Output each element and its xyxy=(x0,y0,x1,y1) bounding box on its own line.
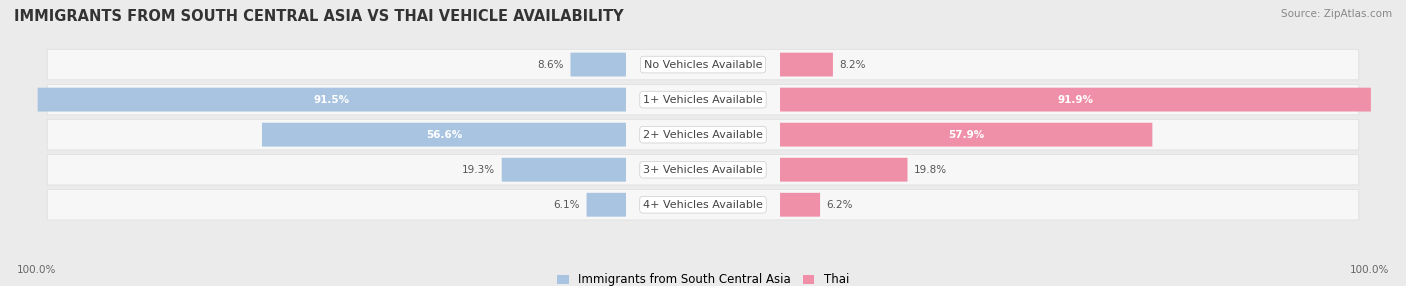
FancyBboxPatch shape xyxy=(780,88,1371,112)
Text: 100.0%: 100.0% xyxy=(17,265,56,275)
FancyBboxPatch shape xyxy=(48,49,1358,80)
FancyBboxPatch shape xyxy=(780,123,1153,146)
Text: Source: ZipAtlas.com: Source: ZipAtlas.com xyxy=(1281,9,1392,19)
Text: 19.8%: 19.8% xyxy=(914,165,948,175)
Text: 91.9%: 91.9% xyxy=(1057,95,1094,105)
FancyBboxPatch shape xyxy=(48,190,1358,220)
Text: 8.2%: 8.2% xyxy=(839,59,866,69)
Text: No Vehicles Available: No Vehicles Available xyxy=(644,59,762,69)
FancyBboxPatch shape xyxy=(48,154,1358,185)
FancyBboxPatch shape xyxy=(586,193,626,217)
FancyBboxPatch shape xyxy=(48,120,1358,150)
Text: IMMIGRANTS FROM SOUTH CENTRAL ASIA VS THAI VEHICLE AVAILABILITY: IMMIGRANTS FROM SOUTH CENTRAL ASIA VS TH… xyxy=(14,9,624,23)
Text: 2+ Vehicles Available: 2+ Vehicles Available xyxy=(643,130,763,140)
Text: 91.5%: 91.5% xyxy=(314,95,350,105)
FancyBboxPatch shape xyxy=(502,158,626,182)
FancyBboxPatch shape xyxy=(780,53,832,76)
FancyBboxPatch shape xyxy=(780,193,820,217)
FancyBboxPatch shape xyxy=(571,53,626,76)
Legend: Immigrants from South Central Asia, Thai: Immigrants from South Central Asia, Thai xyxy=(553,268,853,286)
Text: 1+ Vehicles Available: 1+ Vehicles Available xyxy=(643,95,763,105)
FancyBboxPatch shape xyxy=(48,84,1358,115)
Text: 56.6%: 56.6% xyxy=(426,130,463,140)
Text: 100.0%: 100.0% xyxy=(1350,265,1389,275)
Text: 57.9%: 57.9% xyxy=(948,130,984,140)
FancyBboxPatch shape xyxy=(262,123,626,146)
Text: 8.6%: 8.6% xyxy=(537,59,564,69)
Text: 19.3%: 19.3% xyxy=(463,165,495,175)
FancyBboxPatch shape xyxy=(38,88,626,112)
Text: 4+ Vehicles Available: 4+ Vehicles Available xyxy=(643,200,763,210)
Text: 3+ Vehicles Available: 3+ Vehicles Available xyxy=(643,165,763,175)
Text: 6.1%: 6.1% xyxy=(554,200,581,210)
FancyBboxPatch shape xyxy=(780,158,907,182)
Text: 6.2%: 6.2% xyxy=(827,200,853,210)
